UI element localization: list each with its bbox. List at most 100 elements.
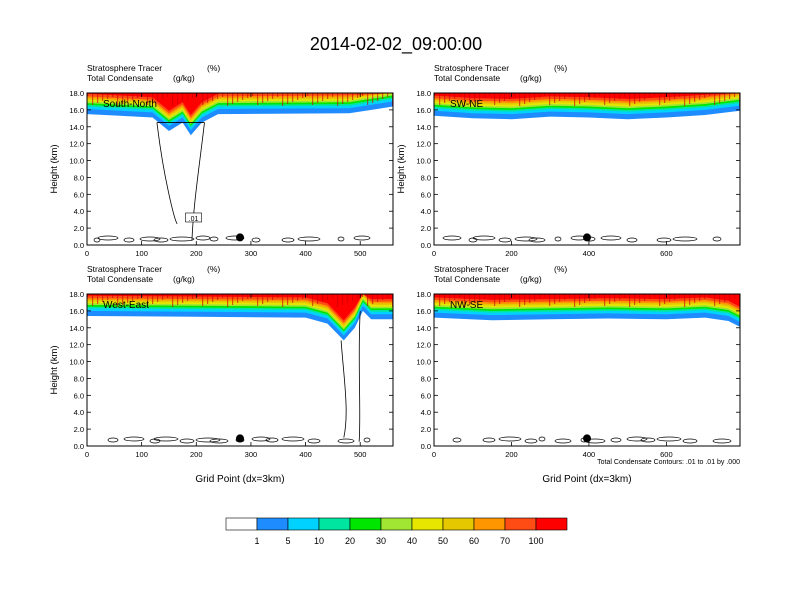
contour-label: .01 [189, 216, 199, 223]
x-tick-label: 600 [660, 450, 673, 459]
tracer-speckle [614, 93, 616, 101]
tracer-speckle [734, 294, 736, 298]
plot-background [87, 93, 393, 245]
tracer-speckle [187, 93, 189, 100]
tracer-speckle [182, 294, 184, 303]
tracer-speckle [347, 294, 349, 303]
tracer-speckle [674, 93, 676, 99]
tracer-speckle [594, 294, 596, 299]
x-tick-label: 200 [190, 450, 203, 459]
tracer-speckle [277, 294, 279, 298]
tracer-speckle [372, 93, 374, 103]
tracer-speckle [322, 93, 324, 101]
tracer-speckle [157, 93, 159, 101]
contour-label-box [185, 212, 202, 223]
y-tick-label: 10.0 [69, 358, 84, 367]
tracer-speckle [342, 93, 344, 104]
condensate-contour [712, 236, 722, 242]
tracer-speckle [689, 93, 691, 104]
condensate-contours [107, 310, 371, 444]
tracer-speckle [454, 93, 456, 99]
condensate-contour [281, 436, 305, 442]
tracer-speckle [719, 294, 721, 304]
y-tick-label: 12.0 [416, 140, 431, 149]
tracer-speckle [232, 93, 234, 104]
y-tick-label: 18.0 [416, 89, 431, 98]
tracer-speckle [694, 93, 696, 102]
tracer-speckle [704, 294, 706, 299]
tracer-speckle [357, 93, 359, 98]
tracer-band-10 [87, 294, 393, 321]
y-tick-label: 14.0 [69, 324, 84, 333]
condensate-contour [353, 235, 371, 241]
condensate-contour [251, 237, 261, 243]
tracer-speckle [579, 93, 581, 104]
tracer-speckle [609, 93, 611, 103]
tracer-speckle [494, 294, 496, 306]
tracer-speckle [382, 93, 384, 99]
tracer-speckle [222, 294, 224, 298]
x-tick-label: 0 [432, 450, 436, 459]
tracer-speckle [464, 93, 466, 106]
tracer-speckle [714, 93, 716, 105]
tracer-speckle [619, 93, 621, 99]
tracer-speckle [599, 93, 601, 96]
colorbar-swatch [535, 517, 568, 531]
y-tick-label: 18.0 [69, 290, 84, 299]
x-tick-label: 400 [299, 450, 312, 459]
tracer-speckle [307, 294, 309, 297]
y-tick-label: 14.0 [416, 324, 431, 333]
y-tick-label: 2.0 [74, 425, 84, 434]
colorbar-swatch [473, 517, 506, 531]
tracer-speckle [634, 294, 636, 305]
y-tick-label: 4.0 [74, 207, 84, 216]
tracer-speckle [559, 294, 561, 302]
tracer-speckle [604, 294, 606, 306]
condensate-contour [712, 438, 732, 444]
condensate-contour [265, 437, 279, 443]
colorbar-swatch [287, 517, 320, 531]
tracer-speckle [449, 294, 451, 302]
tracer-speckle [242, 93, 244, 100]
y-axis-label: Height (km) [396, 144, 407, 193]
tracer-speckle [734, 93, 736, 97]
x-tick-label: 0 [432, 249, 436, 258]
tracer-speckle [292, 294, 294, 303]
condensate-contours [93, 122, 371, 243]
tracer-speckle [212, 294, 214, 302]
tracer-speckle [509, 294, 511, 300]
x-tick-label: 500 [354, 249, 367, 258]
tracer-speckle [714, 294, 716, 306]
tracer-speckle [444, 294, 446, 304]
tracer-speckle [167, 294, 169, 298]
tracer-speckle [262, 93, 264, 103]
tracer-speckle [352, 93, 354, 100]
condensate-contour [195, 437, 221, 443]
tracer-speckle [654, 294, 656, 297]
condensate-contour [672, 236, 698, 242]
tracer-speckle [469, 294, 471, 305]
tracer-speckle [474, 93, 476, 102]
tracer-speckle [444, 93, 446, 103]
tracer-speckle [387, 93, 389, 97]
tracer-speckle [439, 93, 441, 105]
tracer-speckle [97, 294, 99, 304]
tracer-speckle [232, 294, 234, 305]
tracer-speckle [317, 294, 319, 304]
tracer-speckle [629, 294, 631, 307]
condensate-contour [179, 438, 195, 444]
tracer-speckle [122, 294, 124, 305]
tracer-speckle [454, 294, 456, 300]
y-tick-label: 12.0 [69, 140, 84, 149]
y-tick-label: 16.0 [69, 106, 84, 115]
location-marker [236, 233, 244, 242]
condensate-contour [640, 437, 656, 443]
tracer-speckle [639, 294, 641, 303]
tracer-speckle [689, 294, 691, 305]
x-tick-label: 200 [505, 450, 518, 459]
tracer-speckle [459, 93, 461, 97]
x-tick-label: 300 [245, 450, 258, 459]
condensate-contour [337, 236, 345, 242]
tracer-speckle [549, 93, 551, 105]
tracer-speckle [629, 93, 631, 106]
